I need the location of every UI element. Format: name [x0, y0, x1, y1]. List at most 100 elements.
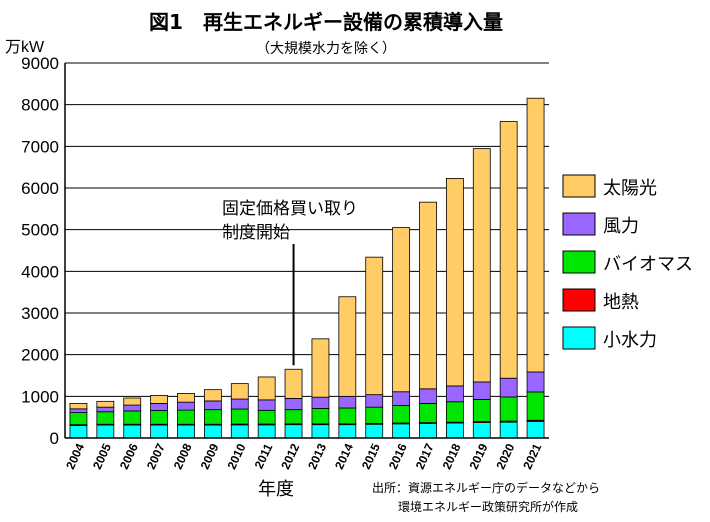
- bar-segment: [123, 424, 142, 439]
- bar-segment: [177, 409, 195, 425]
- x-axis-label: 年度: [258, 479, 294, 500]
- bar-segment: [419, 403, 437, 423]
- bar-segment: [445, 401, 464, 423]
- source-line-1: 出所：資源エネルギー庁のデータなどから: [372, 480, 600, 495]
- y-tick-label: 7000: [21, 137, 59, 156]
- bar-segment: [96, 424, 115, 439]
- y-tick-label: 2000: [21, 346, 59, 365]
- y-tick-label: 6000: [21, 179, 59, 198]
- bar-segment: [69, 425, 88, 439]
- x-tick-label: 2004: [63, 441, 87, 471]
- bar-segment: [96, 411, 115, 425]
- bar-segment: [257, 409, 276, 425]
- bar-segment: [230, 424, 249, 439]
- annotation: 固定価格買い取り 制度開始: [222, 199, 358, 366]
- bar-segment: [338, 395, 357, 409]
- bar-segment: [499, 377, 518, 398]
- bar-segment: [526, 97, 545, 373]
- x-tick-label: 2014: [332, 441, 356, 471]
- x-tick-label: 2019: [467, 441, 491, 471]
- x-tick-label: 2018: [440, 441, 464, 471]
- bar-segment: [499, 396, 518, 422]
- bar-segment: [365, 423, 384, 439]
- x-tick-label: 2009: [198, 441, 222, 471]
- legend-swatch: [562, 250, 596, 274]
- bar-segment: [203, 389, 222, 402]
- bar-segment: [96, 406, 115, 413]
- source-line-2: 環境エネルギー政策研究所が作成: [398, 499, 578, 514]
- x-tick-label: 2006: [117, 441, 141, 471]
- bar-segment: [69, 408, 88, 413]
- y-tick-label: 9000: [21, 54, 59, 73]
- x-tick-label: 2021: [520, 441, 544, 471]
- bar-segment: [150, 424, 169, 439]
- legend-swatch: [562, 326, 596, 350]
- bar-segment: [230, 383, 249, 400]
- bar-segment: [472, 148, 491, 383]
- bar-segment: [123, 397, 142, 406]
- bar-segment: [526, 371, 545, 393]
- x-tick-label: 2012: [278, 441, 302, 471]
- bar-segment: [365, 394, 384, 408]
- bar-segment: [284, 409, 303, 425]
- bar-segment: [472, 381, 491, 400]
- legend-swatch: [562, 212, 596, 236]
- bar-segment: [311, 338, 330, 398]
- y-tick-label: 3000: [21, 304, 59, 323]
- x-tick-label: 2020: [493, 441, 517, 471]
- bar-segment: [123, 410, 142, 425]
- y-tick-label: 5000: [21, 221, 59, 240]
- bar-segment: [257, 376, 276, 401]
- x-tick-label: 2007: [144, 441, 168, 471]
- x-tick-label: 2010: [225, 441, 249, 471]
- legend-swatch: [562, 288, 596, 312]
- bar-segment: [203, 424, 222, 439]
- bar-segment: [257, 424, 276, 439]
- bar-segment: [96, 400, 115, 408]
- legend-label: 小水力: [603, 330, 657, 351]
- bar-segment: [311, 408, 330, 425]
- bar-segment: [499, 421, 518, 439]
- legend-label: 風力: [603, 216, 639, 237]
- legend-label: バイオマス: [603, 254, 693, 275]
- y-tick-label: 8000: [21, 96, 59, 115]
- bar-segment: [419, 388, 437, 404]
- bar-segment: [284, 424, 303, 439]
- x-tick-label: 2017: [413, 441, 437, 471]
- gridlines: [65, 62, 549, 397]
- bar-segment: [311, 424, 330, 439]
- x-tick-label: 2011: [252, 441, 276, 471]
- bar-segment: [526, 420, 545, 439]
- annotation-line-2: 制度開始: [222, 223, 290, 243]
- x-tick-label: 2008: [171, 441, 195, 471]
- bar-segment: [338, 407, 357, 425]
- bar-segment: [203, 409, 222, 425]
- bar-segment: [392, 423, 411, 439]
- bar-segment: [203, 400, 222, 411]
- bar-segment: [150, 410, 169, 425]
- y-tick-label: 4000: [21, 262, 59, 281]
- bar-segment: [392, 227, 411, 393]
- bar-segment: [230, 408, 249, 425]
- bar-segment: [123, 404, 142, 412]
- x-tick-label: 2015: [359, 441, 383, 471]
- bar-segment: [311, 396, 330, 409]
- bar-segment: [150, 403, 169, 411]
- bar-segment: [177, 401, 195, 411]
- bar-segment: [284, 398, 303, 411]
- legend-swatch: [562, 174, 596, 198]
- bar-segment: [445, 178, 464, 387]
- bar-segment: [499, 121, 518, 379]
- bar-segment: [445, 422, 464, 439]
- bar-segment: [338, 424, 357, 439]
- x-tick-label: 2005: [90, 441, 114, 471]
- y-unit-label: 万kW: [5, 39, 45, 56]
- bar-segment: [150, 395, 169, 404]
- bar-segment: [472, 399, 491, 422]
- y-tick-label: 1000: [21, 387, 59, 406]
- legend-label: 地熱: [603, 292, 639, 313]
- bar-segment: [445, 385, 464, 403]
- bar-segment: [392, 405, 411, 424]
